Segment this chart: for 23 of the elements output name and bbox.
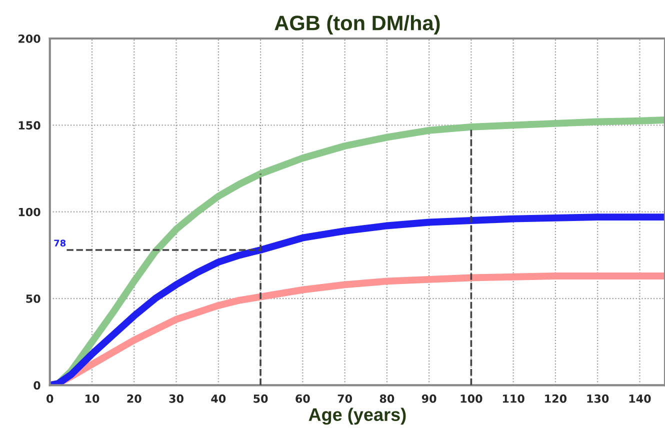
x-tick-label: 0 (46, 394, 54, 403)
x-tick-label: 40 (211, 394, 226, 403)
x-tick-label: 100 (460, 394, 482, 403)
x-tick-label: 60 (296, 394, 310, 403)
y-tick-label: 150 (18, 121, 40, 130)
y-tick-label: 0 (34, 381, 40, 390)
y-tick-label: 200 (18, 34, 40, 43)
x-tick-label: 130 (587, 394, 609, 403)
x-tick-label: 30 (169, 394, 184, 403)
chart-title: AGB (ton DM/ha) (274, 15, 440, 35)
x-tick-label: 120 (545, 394, 567, 403)
x-tick-label: 140 (629, 394, 651, 403)
x-tick-label: 70 (338, 394, 352, 403)
x-tick-label: 50 (254, 394, 268, 403)
x-tick-label: 110 (502, 394, 524, 403)
x-tick-label: 90 (422, 394, 436, 403)
y-tick-label: 50 (26, 294, 40, 303)
x-axis-title: Age (years) (308, 408, 406, 425)
y-tick-label: 100 (18, 208, 40, 216)
x-tick-label: 10 (86, 394, 100, 403)
annotation: 78 (54, 240, 66, 247)
x-tick-label: 80 (380, 394, 394, 403)
x-tick-label: 20 (127, 394, 142, 403)
